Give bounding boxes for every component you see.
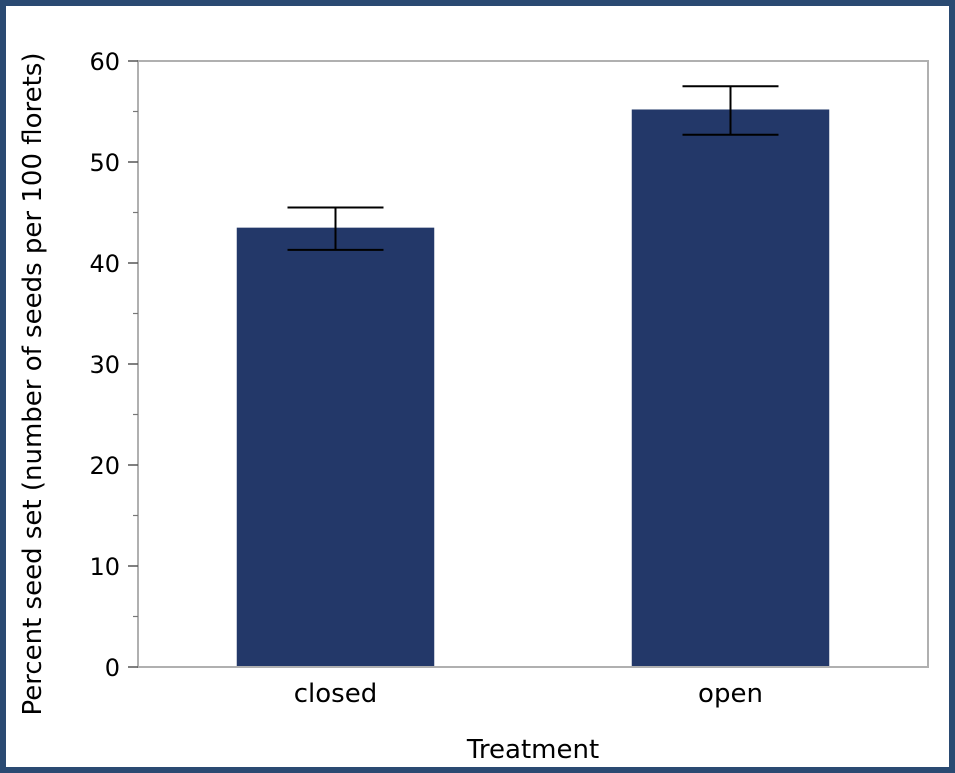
x-axis-title: Treatment [466,735,599,765]
bars-layer [236,109,830,668]
y-tick-label: 0 [105,654,120,682]
y-axis: 0 10 20 30 40 50 60 [89,48,138,682]
y-tick-label: 60 [89,48,120,76]
x-tick-label: open [698,679,763,709]
y-tick-label: 30 [89,351,120,379]
x-tick-label: closed [294,679,377,709]
y-tick-label: 10 [89,553,120,581]
error-bar-closed [287,206,384,251]
bar-closed [236,227,435,667]
y-tick-label: 50 [89,149,120,177]
x-axis: closed open [294,679,763,709]
error-bar-open [682,85,779,136]
y-axis-title: Percent seed set (number of seeds per 10… [18,52,48,715]
y-tick-label: 20 [89,452,120,480]
y-tick-label: 40 [89,250,120,278]
bar-open [631,109,830,668]
error-bars-layer [287,85,779,251]
